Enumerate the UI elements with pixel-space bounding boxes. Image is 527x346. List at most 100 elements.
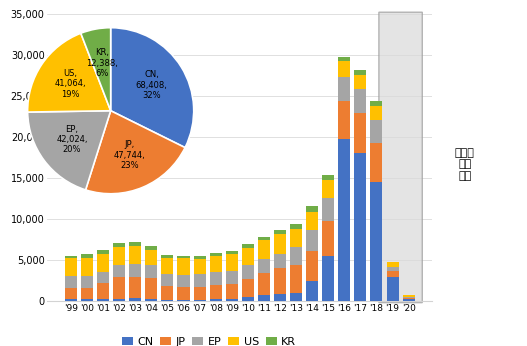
Bar: [242, 265, 254, 279]
Bar: [370, 101, 383, 106]
Bar: [274, 294, 286, 301]
Bar: [65, 276, 77, 288]
Bar: [306, 281, 318, 301]
Bar: [242, 244, 254, 248]
Text: 미공개
특허
존재: 미공개 특허 존재: [455, 148, 475, 181]
Bar: [242, 279, 254, 297]
Bar: [290, 224, 302, 229]
Bar: [210, 285, 222, 299]
Bar: [65, 299, 77, 301]
Bar: [258, 259, 270, 273]
Text: US,
41,064,
19%: US, 41,064, 19%: [55, 69, 86, 99]
Bar: [113, 265, 125, 277]
Text: EP,
42,024,
20%: EP, 42,024, 20%: [56, 125, 88, 154]
Bar: [258, 295, 270, 301]
Bar: [129, 242, 141, 246]
Bar: [322, 175, 334, 180]
Bar: [338, 138, 350, 301]
Bar: [81, 299, 93, 301]
Wedge shape: [27, 111, 111, 190]
Bar: [81, 254, 93, 257]
Bar: [81, 288, 93, 299]
Bar: [322, 256, 334, 301]
Bar: [193, 300, 206, 301]
Bar: [113, 277, 125, 299]
Bar: [65, 288, 77, 299]
Bar: [386, 267, 398, 272]
Bar: [113, 243, 125, 247]
Bar: [403, 297, 415, 298]
Bar: [161, 255, 173, 257]
Bar: [145, 277, 158, 299]
Bar: [145, 299, 158, 301]
Bar: [274, 230, 286, 234]
Bar: [226, 284, 238, 299]
Bar: [193, 259, 206, 274]
Bar: [65, 256, 77, 258]
Bar: [97, 250, 109, 254]
Bar: [403, 299, 415, 301]
Bar: [210, 272, 222, 285]
Bar: [322, 180, 334, 199]
Bar: [226, 299, 238, 301]
Bar: [338, 61, 350, 77]
Bar: [242, 248, 254, 265]
Bar: [386, 262, 398, 263]
Bar: [354, 153, 366, 301]
Bar: [193, 256, 206, 259]
Bar: [178, 287, 190, 300]
Bar: [338, 77, 350, 101]
Wedge shape: [81, 28, 111, 111]
Bar: [354, 113, 366, 153]
Bar: [161, 274, 173, 286]
Bar: [370, 182, 383, 301]
Wedge shape: [85, 111, 185, 194]
Bar: [306, 212, 318, 230]
Bar: [306, 206, 318, 212]
Bar: [129, 264, 141, 277]
Bar: [322, 221, 334, 256]
Bar: [210, 253, 222, 256]
FancyBboxPatch shape: [379, 12, 422, 303]
Bar: [129, 277, 141, 298]
Bar: [306, 251, 318, 281]
Bar: [290, 293, 302, 301]
Bar: [354, 89, 366, 113]
Bar: [81, 275, 93, 288]
Bar: [97, 254, 109, 272]
Text: CN,
68,408,
32%: CN, 68,408, 32%: [135, 71, 168, 100]
Bar: [97, 283, 109, 299]
Bar: [226, 254, 238, 271]
Bar: [258, 273, 270, 295]
Bar: [178, 256, 190, 258]
Bar: [65, 258, 77, 276]
Bar: [210, 256, 222, 272]
Bar: [290, 265, 302, 293]
Bar: [145, 250, 158, 265]
Text: JP,
47,744,
23%: JP, 47,744, 23%: [114, 140, 145, 170]
Bar: [81, 257, 93, 275]
Bar: [274, 268, 286, 294]
Bar: [370, 144, 383, 182]
Bar: [129, 246, 141, 264]
Bar: [290, 229, 302, 247]
Bar: [370, 106, 383, 120]
Bar: [161, 300, 173, 301]
Bar: [274, 234, 286, 254]
Bar: [242, 297, 254, 301]
Bar: [97, 299, 109, 301]
Bar: [354, 70, 366, 74]
Bar: [129, 298, 141, 301]
Bar: [97, 272, 109, 283]
Wedge shape: [27, 33, 111, 112]
Bar: [338, 56, 350, 61]
Bar: [403, 298, 415, 299]
Bar: [322, 199, 334, 221]
Text: KR,
12,388,
6%: KR, 12,388, 6%: [86, 48, 118, 78]
Bar: [145, 265, 158, 277]
Bar: [306, 230, 318, 251]
Bar: [113, 247, 125, 265]
Bar: [290, 247, 302, 265]
Bar: [161, 286, 173, 300]
Bar: [210, 299, 222, 301]
